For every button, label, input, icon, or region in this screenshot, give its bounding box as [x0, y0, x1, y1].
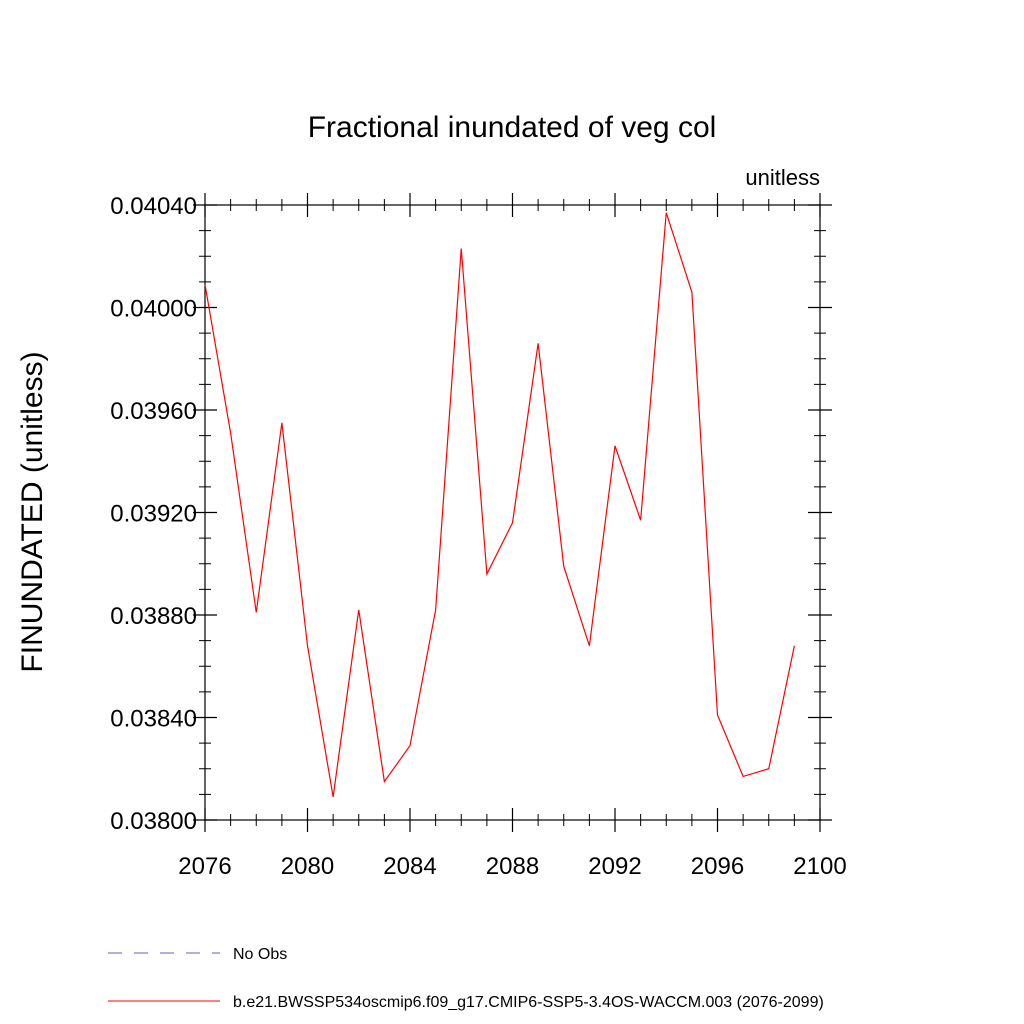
axis-ticks: [193, 193, 832, 832]
x-tick-label: 2100: [793, 853, 846, 880]
y-tick-label: 0.03840: [110, 706, 197, 733]
y-tick-label: 0.03920: [110, 501, 197, 528]
axis-tick-labels: 2076 2080 2084 2088 2092 2096 2100 0.03800 0.038…: [110, 193, 846, 880]
x-tick-label: 2076: [178, 853, 231, 880]
x-tick-label: 2092: [588, 853, 641, 880]
plot-frame: [204, 204, 821, 821]
y-axis-label: FINUNDATED (unitless): [16, 351, 49, 672]
chart-title: Fractional inundated of veg col: [308, 111, 717, 144]
x-tick-label: 2080: [281, 853, 334, 880]
legend-label: No Obs: [233, 946, 287, 963]
y-tick-label: 0.03800: [110, 808, 197, 835]
series-layer: [204, 212, 795, 798]
units-label: unitless: [745, 165, 820, 190]
legend: No Obs b.e21.BWSSP534oscmip6.f09_g17.CMIP…: [108, 946, 824, 1011]
x-tick-label: 2088: [486, 853, 539, 880]
y-tick-label: 0.04040: [110, 193, 197, 220]
legend-label: b.e21.BWSSP534oscmip6.f09_g17.CMIP6-SSP5…: [233, 994, 824, 1011]
x-tick-label: 2084: [383, 853, 436, 880]
series-line: [204, 212, 795, 798]
y-tick-label: 0.03960: [110, 398, 197, 425]
y-tick-label: 0.03880: [110, 603, 197, 630]
y-tick-label: 0.04000: [110, 296, 197, 323]
x-tick-label: 2096: [691, 853, 744, 880]
